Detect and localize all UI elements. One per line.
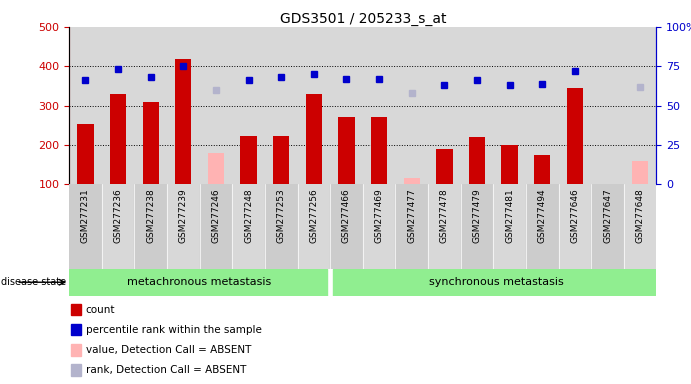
Text: GSM277239: GSM277239 — [179, 189, 188, 243]
Bar — [330, 184, 363, 269]
Bar — [175, 59, 191, 184]
Bar — [134, 184, 167, 269]
Bar — [273, 136, 290, 184]
Bar — [436, 149, 453, 184]
Bar — [77, 124, 93, 184]
Bar — [333, 269, 659, 296]
Text: GSM277253: GSM277253 — [276, 189, 285, 243]
Text: GSM277231: GSM277231 — [81, 189, 90, 243]
Text: GSM277238: GSM277238 — [146, 189, 155, 243]
Bar — [502, 145, 518, 184]
Text: GSM277256: GSM277256 — [310, 189, 319, 243]
Bar — [404, 179, 420, 184]
Text: GSM277248: GSM277248 — [244, 189, 253, 243]
Bar — [240, 136, 257, 184]
Bar — [534, 155, 551, 184]
Bar — [461, 184, 493, 269]
Text: synchronous metastasis: synchronous metastasis — [429, 277, 564, 287]
Bar — [371, 118, 387, 184]
Bar — [395, 184, 428, 269]
Bar — [71, 304, 82, 315]
Text: GSM277469: GSM277469 — [375, 189, 384, 243]
Bar — [71, 364, 82, 376]
Bar — [428, 184, 461, 269]
Text: GSM277479: GSM277479 — [473, 189, 482, 243]
Bar — [363, 184, 395, 269]
Text: GSM277236: GSM277236 — [113, 189, 122, 243]
Bar — [468, 137, 485, 184]
Bar — [567, 88, 583, 184]
Bar — [71, 324, 82, 335]
Text: rank, Detection Call = ABSENT: rank, Detection Call = ABSENT — [86, 365, 246, 375]
Text: GSM277478: GSM277478 — [440, 189, 449, 243]
Text: percentile rank within the sample: percentile rank within the sample — [86, 325, 261, 335]
Bar — [624, 184, 656, 269]
Title: GDS3501 / 205233_s_at: GDS3501 / 205233_s_at — [280, 12, 446, 26]
Bar — [305, 94, 322, 184]
Bar — [69, 269, 328, 296]
Bar — [232, 184, 265, 269]
Text: GSM277648: GSM277648 — [636, 189, 645, 243]
Text: GSM277494: GSM277494 — [538, 189, 547, 243]
Bar — [298, 184, 330, 269]
Bar — [558, 184, 591, 269]
Bar — [71, 344, 82, 356]
Bar — [265, 184, 298, 269]
Text: value, Detection Call = ABSENT: value, Detection Call = ABSENT — [86, 345, 251, 355]
Bar — [200, 184, 232, 269]
Text: count: count — [86, 305, 115, 314]
Text: GSM277477: GSM277477 — [407, 189, 416, 243]
Bar — [493, 184, 526, 269]
Bar — [339, 117, 354, 184]
Bar — [591, 184, 624, 269]
Text: GSM277646: GSM277646 — [570, 189, 579, 243]
Bar — [167, 184, 200, 269]
Text: GSM277246: GSM277246 — [211, 189, 220, 243]
Bar — [526, 184, 558, 269]
Bar — [632, 161, 648, 184]
Bar — [102, 184, 134, 269]
Text: GSM277466: GSM277466 — [342, 189, 351, 243]
Bar — [110, 94, 126, 184]
Bar — [142, 103, 159, 184]
Bar — [208, 153, 224, 184]
Text: GSM277647: GSM277647 — [603, 189, 612, 243]
Text: GSM277481: GSM277481 — [505, 189, 514, 243]
Text: disease state: disease state — [1, 277, 66, 287]
Text: metachronous metastasis: metachronous metastasis — [128, 277, 272, 287]
Bar — [69, 184, 102, 269]
